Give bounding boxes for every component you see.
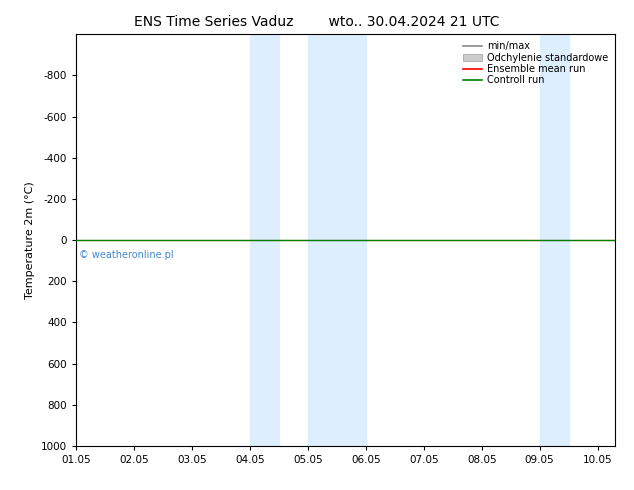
Bar bbox=[308, 34, 366, 446]
Legend: min/max, Odchylenie standardowe, Ensemble mean run, Controll run: min/max, Odchylenie standardowe, Ensembl… bbox=[461, 39, 610, 87]
Bar bbox=[250, 34, 279, 446]
Text: ENS Time Series Vaduz        wto.. 30.04.2024 21 UTC: ENS Time Series Vaduz wto.. 30.04.2024 2… bbox=[134, 15, 500, 29]
Y-axis label: Temperature 2m (°C): Temperature 2m (°C) bbox=[25, 181, 36, 299]
Text: © weatheronline.pl: © weatheronline.pl bbox=[79, 250, 174, 260]
Bar bbox=[540, 34, 569, 446]
